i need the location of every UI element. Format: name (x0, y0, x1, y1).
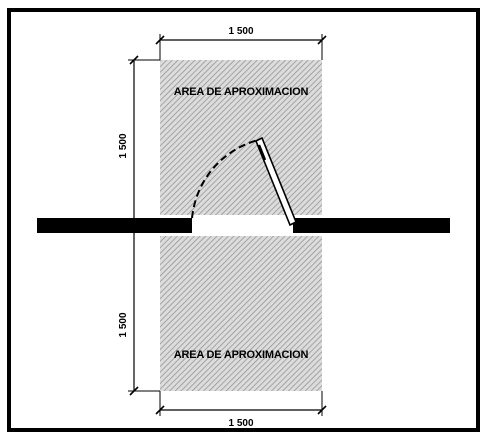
door-leaf (254, 136, 298, 227)
upper-area-label: AREA DE APROXIMACION (174, 86, 309, 98)
top-dimension-label: 1 500 (228, 26, 253, 37)
bottom-dimension-label: 1 500 (228, 418, 253, 429)
door-handle (257, 144, 267, 161)
lower-approach-area (160, 236, 322, 391)
left-wall (37, 218, 192, 233)
right-wall (293, 218, 450, 233)
door-swing-arc (191, 139, 259, 219)
left-dimension (128, 55, 160, 396)
lower-area-label: AREA DE APROXIMACION (174, 349, 309, 361)
left-upper-dimension-label: 1 500 (118, 133, 129, 158)
bottom-dimension (155, 391, 327, 416)
upper-approach-area (160, 60, 322, 215)
door-opening (192, 222, 293, 230)
top-dimension (155, 34, 327, 60)
left-lower-dimension-label: 1 500 (118, 312, 129, 337)
